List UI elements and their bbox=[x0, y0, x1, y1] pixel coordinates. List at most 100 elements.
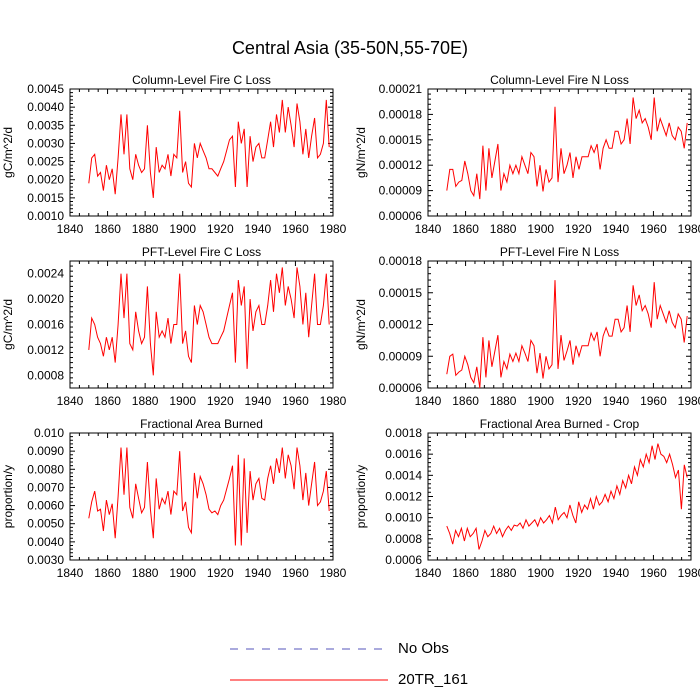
x-tick-label: 1920 bbox=[565, 394, 592, 408]
x-tick-label: 1980 bbox=[678, 394, 700, 408]
x-tick-label: 1900 bbox=[169, 394, 196, 408]
x-tick-label: 1900 bbox=[527, 222, 554, 236]
y-tick-label: 0.0010 bbox=[385, 511, 422, 525]
series-line-20tr-161 bbox=[88, 267, 330, 376]
series-line-20tr-161 bbox=[446, 443, 688, 550]
y-tick-label: 0.00009 bbox=[379, 349, 423, 363]
x-tick-label: 1840 bbox=[415, 394, 442, 408]
x-tick-label: 1940 bbox=[603, 222, 630, 236]
x-tick-label: 1860 bbox=[452, 222, 479, 236]
panel-title: Fractional Area Burned - Crop bbox=[480, 417, 640, 431]
x-tick-label: 1880 bbox=[490, 394, 517, 408]
x-tick-label: 1920 bbox=[207, 566, 234, 580]
y-tick-label: 0.0070 bbox=[27, 480, 64, 494]
x-tick-label: 1940 bbox=[603, 566, 630, 580]
x-tick-label: 1960 bbox=[640, 394, 667, 408]
y-tick-label: 0.0030 bbox=[27, 553, 64, 567]
y-tick-label: 0.0012 bbox=[385, 490, 422, 504]
x-tick-label: 1940 bbox=[245, 566, 272, 580]
x-tick-label: 1900 bbox=[169, 566, 196, 580]
y-tick-label: 0.0045 bbox=[27, 82, 64, 96]
y-tick-label: 0.00015 bbox=[379, 133, 423, 147]
panel-title: Column-Level Fire N Loss bbox=[490, 73, 629, 87]
x-tick-label: 1980 bbox=[320, 222, 347, 236]
y-axis-label: gN/m^2/d bbox=[354, 299, 368, 350]
y-tick-label: 0.010 bbox=[34, 426, 64, 440]
x-tick-label: 1940 bbox=[245, 222, 272, 236]
y-tick-label: 0.0090 bbox=[27, 444, 64, 458]
x-tick-label: 1980 bbox=[678, 222, 700, 236]
x-tick-label: 1840 bbox=[57, 394, 84, 408]
x-tick-label: 1960 bbox=[640, 566, 667, 580]
page-title: Central Asia (35-50N,55-70E) bbox=[231, 38, 469, 58]
y-tick-label: 0.0040 bbox=[27, 100, 64, 114]
y-tick-label: 0.00021 bbox=[379, 82, 423, 96]
x-tick-label: 1880 bbox=[132, 222, 159, 236]
x-tick-label: 1980 bbox=[320, 394, 347, 408]
y-tick-label: 0.00018 bbox=[379, 254, 423, 268]
x-tick-label: 1920 bbox=[207, 222, 234, 236]
panel-title: Column-Level Fire C Loss bbox=[132, 73, 271, 87]
y-tick-label: 0.00012 bbox=[379, 318, 423, 332]
x-tick-label: 1940 bbox=[603, 394, 630, 408]
y-axis-label: gC/m^2/d bbox=[1, 299, 15, 350]
y-tick-label: 0.0020 bbox=[27, 292, 64, 306]
x-tick-label: 1860 bbox=[94, 222, 121, 236]
y-tick-label: 0.0025 bbox=[27, 155, 64, 169]
x-tick-label: 1960 bbox=[282, 566, 309, 580]
y-tick-label: 0.0008 bbox=[27, 368, 64, 382]
y-tick-label: 0.0080 bbox=[27, 462, 64, 476]
y-tick-label: 0.0010 bbox=[27, 209, 64, 223]
x-tick-label: 1940 bbox=[245, 394, 272, 408]
y-tick-label: 0.0008 bbox=[385, 532, 422, 546]
x-tick-label: 1880 bbox=[132, 394, 159, 408]
y-tick-label: 0.00015 bbox=[379, 286, 423, 300]
x-tick-label: 1900 bbox=[527, 394, 554, 408]
y-axis-label: gN/m^2/d bbox=[354, 127, 368, 178]
x-tick-label: 1980 bbox=[678, 566, 700, 580]
y-tick-label: 0.00009 bbox=[379, 184, 423, 198]
x-tick-label: 1860 bbox=[94, 566, 121, 580]
x-tick-label: 1920 bbox=[565, 222, 592, 236]
y-tick-label: 0.0050 bbox=[27, 517, 64, 531]
y-tick-label: 0.00006 bbox=[379, 381, 423, 395]
x-tick-label: 1960 bbox=[282, 222, 309, 236]
panel-title: PFT-Level Fire N Loss bbox=[500, 245, 619, 259]
y-tick-label: 0.0040 bbox=[27, 535, 64, 549]
x-tick-label: 1880 bbox=[132, 566, 159, 580]
y-axis-label: proportion/y bbox=[1, 465, 15, 528]
y-tick-label: 0.00006 bbox=[379, 209, 423, 223]
y-tick-label: 0.0018 bbox=[385, 426, 422, 440]
y-tick-label: 0.00018 bbox=[379, 107, 423, 121]
x-tick-label: 1880 bbox=[490, 222, 517, 236]
y-tick-label: 0.0020 bbox=[27, 173, 64, 187]
y-tick-label: 0.0006 bbox=[385, 553, 422, 567]
y-tick-label: 0.0035 bbox=[27, 118, 64, 132]
x-tick-label: 1840 bbox=[57, 222, 84, 236]
x-tick-label: 1920 bbox=[565, 566, 592, 580]
series-line-20tr-161 bbox=[446, 280, 688, 389]
y-tick-label: 0.0030 bbox=[27, 136, 64, 150]
y-tick-label: 0.0024 bbox=[27, 267, 64, 281]
series-line-20tr-161 bbox=[446, 97, 688, 200]
y-tick-label: 0.0014 bbox=[385, 468, 422, 482]
y-tick-label: 0.0060 bbox=[27, 499, 64, 513]
y-tick-label: 0.0016 bbox=[385, 447, 422, 461]
x-tick-label: 1900 bbox=[527, 566, 554, 580]
x-tick-label: 1840 bbox=[57, 566, 84, 580]
series-line-20tr-161 bbox=[88, 99, 330, 198]
x-tick-label: 1860 bbox=[452, 566, 479, 580]
x-tick-label: 1880 bbox=[490, 566, 517, 580]
x-tick-label: 1860 bbox=[452, 394, 479, 408]
x-tick-label: 1960 bbox=[640, 222, 667, 236]
x-tick-label: 1840 bbox=[415, 222, 442, 236]
series-line-20tr-161 bbox=[88, 447, 330, 546]
x-tick-label: 1960 bbox=[282, 394, 309, 408]
y-axis-label: proportion/y bbox=[354, 465, 368, 528]
panel-title: PFT-Level Fire C Loss bbox=[142, 245, 261, 259]
x-tick-label: 1840 bbox=[415, 566, 442, 580]
panel-title: Fractional Area Burned bbox=[140, 417, 263, 431]
y-tick-label: 0.00012 bbox=[379, 158, 423, 172]
